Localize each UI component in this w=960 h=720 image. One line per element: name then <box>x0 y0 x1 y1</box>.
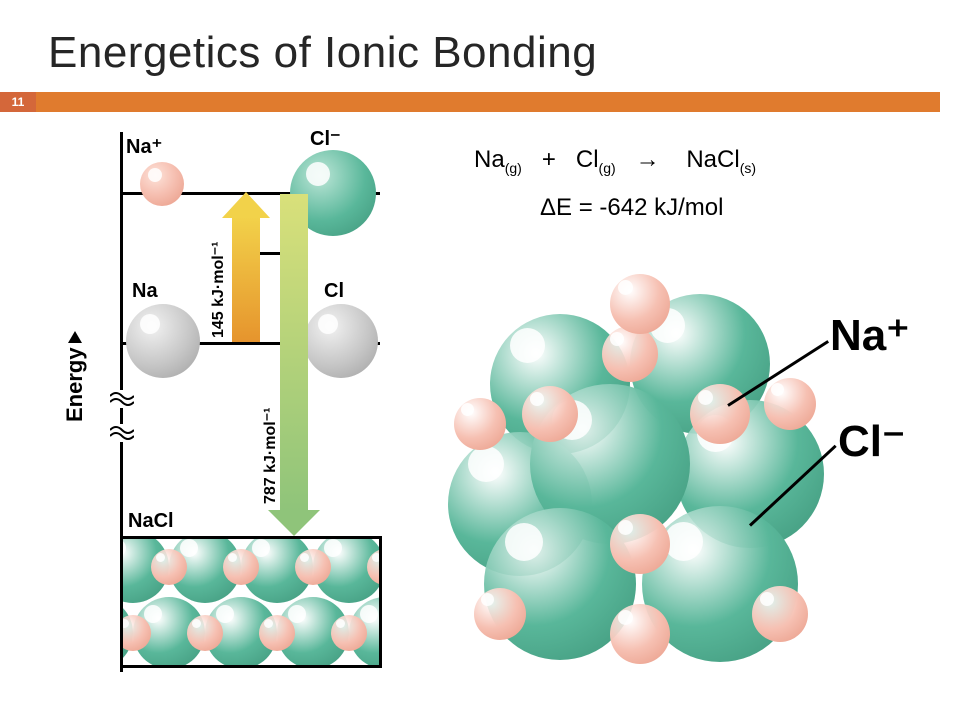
lattice-atom <box>187 615 223 651</box>
arrow-ionization <box>222 192 270 342</box>
cluster-label-na: Na⁺ <box>830 310 909 361</box>
reaction-equation: Na(g) + Cl(g) → NaCl(s) <box>474 146 756 176</box>
lattice-atom <box>259 615 295 651</box>
slide-title: Energetics of Ionic Bonding <box>48 28 597 78</box>
lattice-atom <box>331 615 367 651</box>
cluster-atom <box>474 588 526 640</box>
arrow-down-value: 787 kJ·mol⁻¹ <box>260 408 280 504</box>
arrow-up-value: 145 kJ·mol⁻¹ <box>208 242 228 338</box>
cluster-atom <box>610 514 670 574</box>
cluster-atom <box>454 398 506 450</box>
energy-diagram: Energy Na⁺ Cl⁻ Na Cl 145 kJ·mol⁻¹ 787 kJ… <box>92 132 410 692</box>
lattice-atom <box>151 549 187 585</box>
cluster-atom <box>610 604 670 664</box>
label-cl-atom: Cl <box>324 280 344 303</box>
na-ion-sphere <box>140 162 184 206</box>
accent-bar <box>20 92 940 112</box>
lattice-label: NaCl <box>128 510 174 533</box>
label-na-ion: Na⁺ <box>126 134 162 159</box>
na-atom-sphere <box>126 304 200 378</box>
cluster-atom <box>764 378 816 430</box>
cluster-atom <box>610 274 670 334</box>
lattice-atom <box>223 549 259 585</box>
label-na-atom: Na <box>132 280 158 303</box>
cluster-atom <box>602 326 658 382</box>
delta-e-value: ΔE = -642 kJ/mol <box>540 194 723 222</box>
label-cl-ion: Cl⁻ <box>310 126 341 151</box>
reactant-cl: Cl <box>576 146 599 173</box>
reactant-na: Na <box>474 146 505 173</box>
y-axis-label: Energy <box>62 347 88 422</box>
cluster-label-cl: Cl⁻ <box>838 416 905 467</box>
lattice-atom <box>295 549 331 585</box>
state-na: (g) <box>505 160 522 176</box>
state-cl: (g) <box>599 160 616 176</box>
state-nacl: (s) <box>740 160 756 176</box>
cluster-atom <box>752 586 808 642</box>
nacl-cluster: Na⁺ Cl⁻ <box>440 244 940 684</box>
plus-sign: + <box>542 146 556 173</box>
lattice-2d <box>120 536 382 668</box>
axis-break-upper <box>110 390 134 408</box>
cluster-atom <box>690 384 750 444</box>
page-number-badge: 11 <box>0 92 36 112</box>
reaction-arrow: → <box>636 146 660 173</box>
product-nacl: NaCl <box>686 146 739 173</box>
cluster-atom <box>522 386 578 442</box>
axis-break-lower <box>110 424 134 442</box>
